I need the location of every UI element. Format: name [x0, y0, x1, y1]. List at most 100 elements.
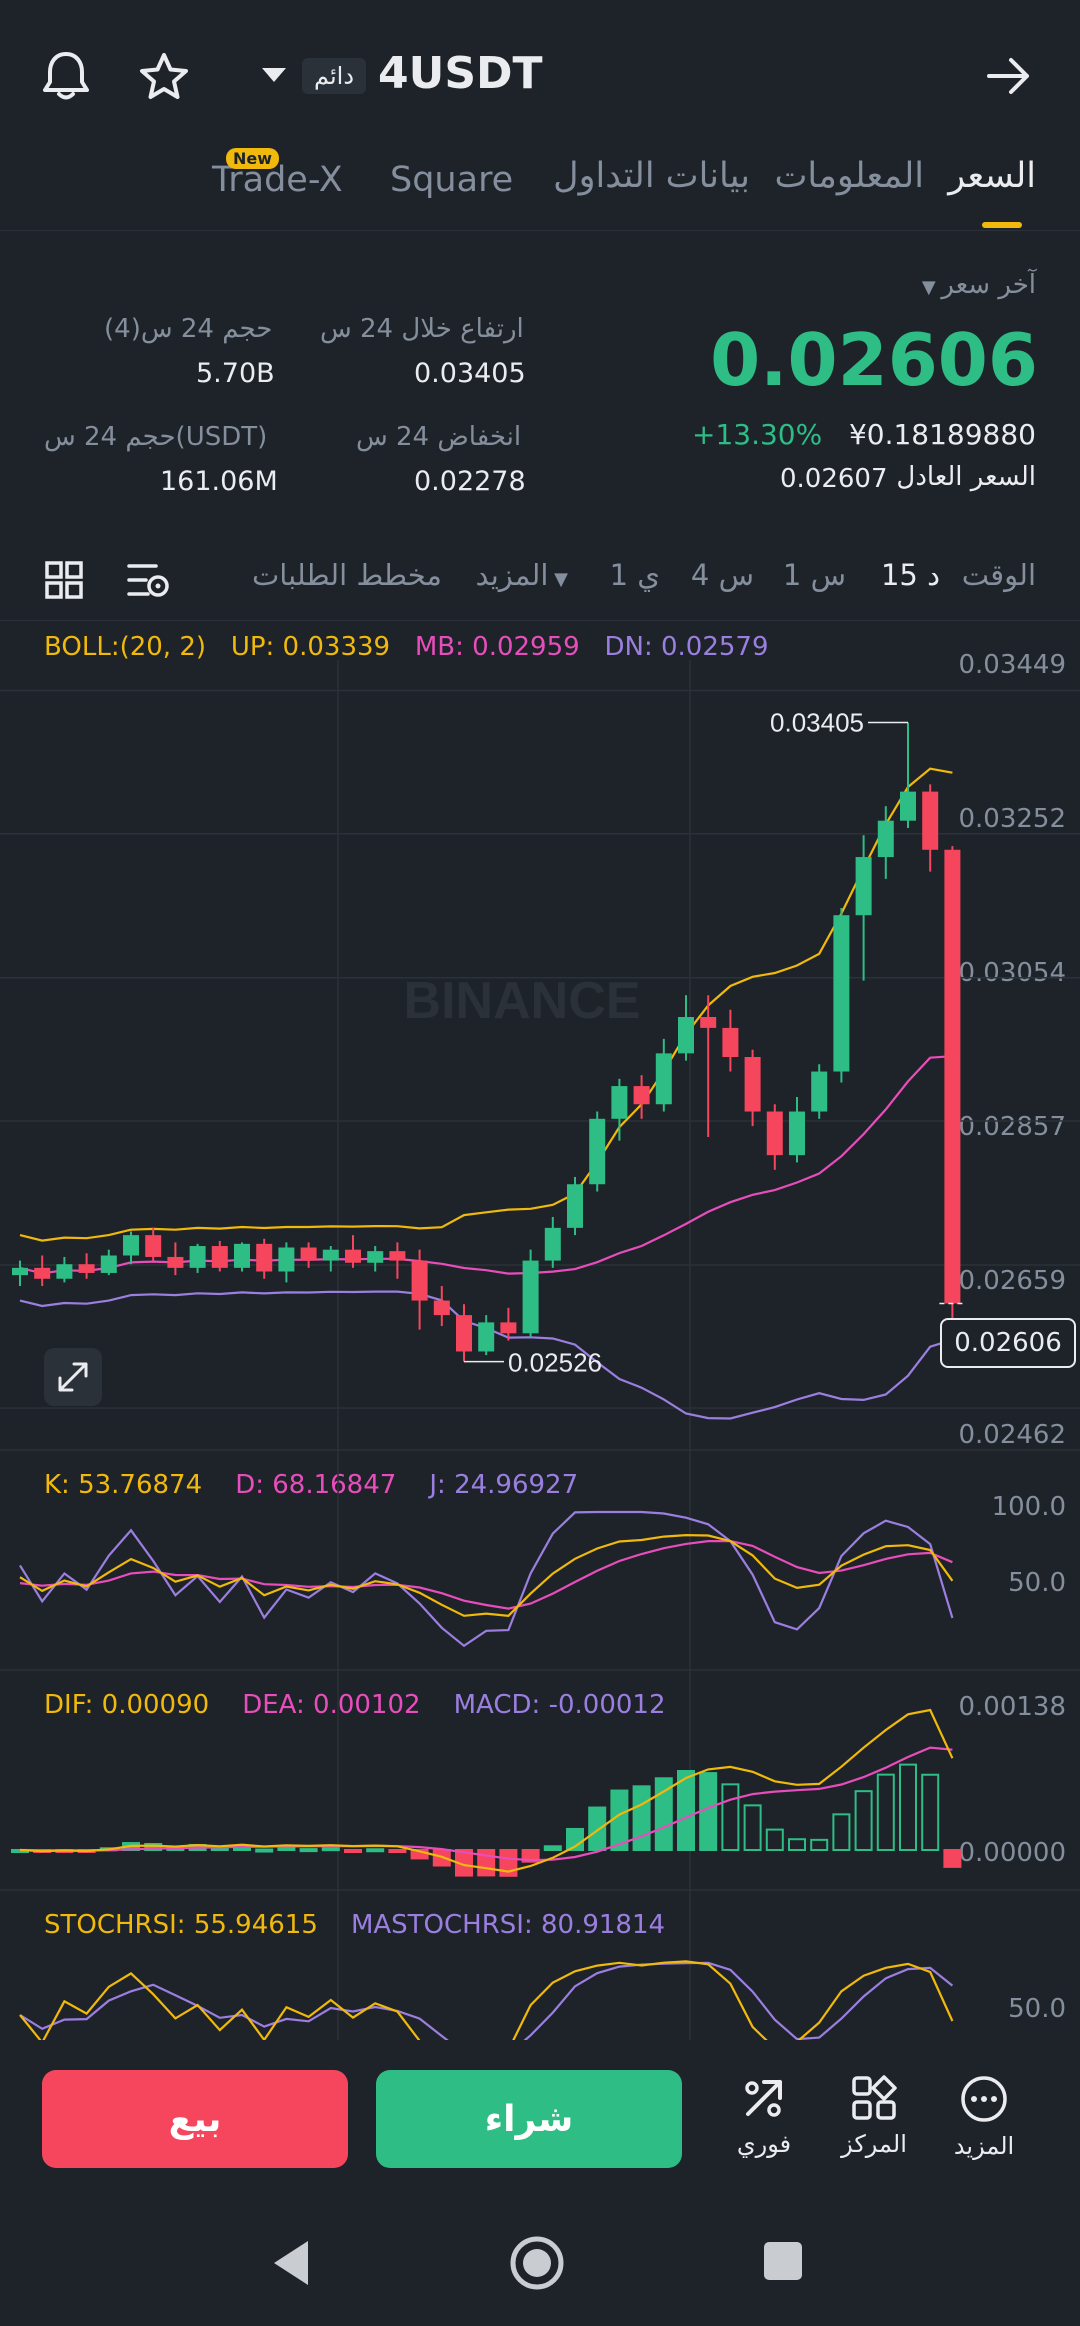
- candle: [456, 1315, 472, 1352]
- instant-action[interactable]: فوري: [714, 2074, 814, 2158]
- depth-chart-tab[interactable]: مخطط الطلبات: [252, 558, 442, 592]
- home-icon[interactable]: [508, 2234, 566, 2292]
- candle: [567, 1184, 583, 1228]
- tab-info[interactable]: المعلومات: [774, 156, 924, 196]
- fair-price-value: 0.02607: [780, 464, 888, 494]
- interval-15m[interactable]: 15 د: [880, 558, 940, 592]
- chevron-down-icon[interactable]: [260, 66, 288, 84]
- candle: [433, 1300, 450, 1316]
- macd-histogram-bar: [943, 1849, 962, 1868]
- low-24h-value: 0.02278: [414, 466, 526, 497]
- arrow-right-icon[interactable]: [986, 56, 1032, 96]
- more-intervals[interactable]: المزيد ▼: [475, 558, 568, 592]
- kdj-k-line: [19, 1533, 954, 1617]
- macd-histogram-bar: [765, 1828, 784, 1852]
- candle: [655, 1053, 672, 1105]
- candle: [544, 1227, 561, 1261]
- interval-4h[interactable]: 4 س: [690, 558, 754, 592]
- last-price-selector[interactable]: ▼ آخر سعر: [922, 270, 1036, 300]
- candle: [34, 1267, 51, 1279]
- candle: [944, 849, 961, 1304]
- buy-button[interactable]: شراء: [376, 2070, 682, 2168]
- price-axis-label: 0.03449: [958, 650, 1066, 680]
- price-axis-label: 0.02659: [958, 1266, 1066, 1296]
- favorite-star-icon[interactable]: [138, 52, 190, 102]
- candle: [411, 1260, 428, 1301]
- volume-24h-label: حجم 24 س(4): [104, 314, 273, 344]
- back-icon[interactable]: [270, 2238, 312, 2288]
- candle: [478, 1322, 495, 1352]
- stochrsi-value: STOCHRSI: 55.94615: [44, 1910, 318, 1940]
- min-price-label: 0.02526: [508, 1348, 602, 1378]
- main-tabs: السعر المعلومات بيانات التداول Square Tr…: [0, 148, 1080, 231]
- tab-square[interactable]: Square: [390, 160, 514, 200]
- stochrsi-line: [19, 1960, 954, 2040]
- candle: [145, 1235, 162, 1257]
- percent-arrow-icon: [745, 2080, 782, 2117]
- macd-histogram-bar: [499, 1849, 518, 1877]
- candle: [234, 1243, 250, 1268]
- candles: [12, 722, 961, 1362]
- candle: [789, 1111, 805, 1156]
- time-label[interactable]: الوقت: [961, 558, 1036, 592]
- tab-trading-data[interactable]: بيانات التداول: [553, 156, 750, 196]
- macd-legend: DIF: 0.00090 DEA: 0.00102 MACD: -0.00012: [44, 1690, 665, 1720]
- bell-icon[interactable]: [40, 48, 92, 102]
- candle: [389, 1251, 406, 1261]
- macd-histogram-bar: [255, 1848, 274, 1853]
- position-center-action[interactable]: المركز: [824, 2074, 924, 2158]
- candle: [922, 791, 939, 850]
- volume-24h-value: 5.70B: [196, 358, 275, 389]
- more-action[interactable]: المزيد: [934, 2074, 1034, 2160]
- candle: [611, 1086, 628, 1119]
- max-price-label: 0.03405: [770, 708, 864, 738]
- price-axis-label: 0.02462: [958, 1420, 1066, 1450]
- interval-1d[interactable]: 1 ي: [609, 558, 660, 592]
- recents-icon[interactable]: [762, 2240, 804, 2282]
- macd-dif-line: [19, 1708, 954, 1873]
- candle: [678, 1017, 694, 1054]
- boll-mb: MB: 0.02959: [414, 632, 580, 662]
- macd-histogram-bar: [677, 1770, 695, 1851]
- center-label: المركز: [841, 2130, 907, 2158]
- kdj-d: D: 68.16847: [235, 1470, 397, 1500]
- candle: [522, 1260, 539, 1334]
- kdj-k: K: 53.76874: [44, 1470, 203, 1500]
- active-tab-indicator: [982, 222, 1022, 228]
- symbol-title[interactable]: 4USDT: [378, 48, 543, 99]
- kdj-axis-label: 100.0: [991, 1492, 1066, 1522]
- macd-histogram-bar: [521, 1849, 540, 1863]
- price-markers: 0.03405 0.02526: [464, 708, 963, 1378]
- low-24h-label: انخفاض 24 س: [356, 422, 522, 452]
- chart-toolbar: الوقت 15 د 1 س 4 س 1 ي المزيد ▼ مخطط الط…: [0, 540, 1080, 621]
- candle: [900, 791, 916, 821]
- tab-price[interactable]: السعر: [948, 156, 1036, 196]
- boll-dn: DN: 0.02579: [604, 632, 769, 662]
- change-percent: +13.30%: [692, 418, 823, 451]
- candle: [123, 1235, 139, 1256]
- candle: [766, 1111, 783, 1156]
- more-dots-icon: [961, 2076, 1007, 2122]
- macd-histogram-bar: [699, 1772, 718, 1851]
- candle: [700, 1017, 717, 1028]
- candlestick-chart[interactable]: BINANCE 0.03405 0.02526: [0, 660, 1080, 2040]
- candle: [278, 1247, 295, 1272]
- sell-button[interactable]: بيع: [42, 2070, 348, 2168]
- instant-label: فوري: [736, 2130, 792, 2158]
- layout-grid-icon[interactable]: [44, 560, 84, 600]
- stochrsi-lines: [19, 1960, 954, 2040]
- interval-1h[interactable]: 1 س: [782, 558, 846, 592]
- candle: [633, 1086, 650, 1105]
- fullscreen-button[interactable]: [44, 1348, 102, 1406]
- macd-histogram-bar: [654, 1777, 673, 1851]
- mastochrsi-line: [19, 1961, 954, 2040]
- kdj-j-line: [19, 1510, 954, 1648]
- indicator-settings-icon[interactable]: [126, 560, 170, 600]
- grid-icon: [852, 2075, 897, 2120]
- macd-histogram-bar: [321, 1847, 340, 1852]
- macd-axis-label: 0.00138: [958, 1692, 1066, 1722]
- kdj-legend: K: 53.76874 D: 68.16847 J: 24.96927: [44, 1470, 578, 1500]
- top-header: دائم 4USDT: [0, 0, 1080, 150]
- perpetual-badge: دائم: [302, 58, 367, 94]
- macd-histogram-bar: [876, 1773, 895, 1852]
